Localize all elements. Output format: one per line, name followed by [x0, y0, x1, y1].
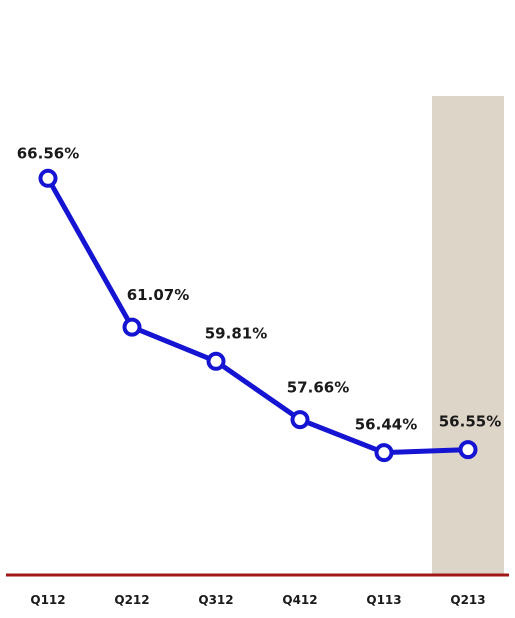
data-point-q212	[122, 317, 142, 337]
data-point-q412	[290, 410, 310, 430]
marker-layer	[38, 168, 478, 463]
series-line-layer	[45, 175, 471, 456]
data-label-q212: 61.07%	[127, 286, 189, 304]
data-label-q113: 56.44%	[355, 416, 417, 434]
x-axis-baseline	[6, 573, 509, 577]
x-tick-label-q212: Q212	[114, 593, 149, 607]
data-label-q112: 66.56%	[17, 144, 79, 162]
x-tick-label-q312: Q312	[198, 593, 233, 607]
x-tick-label-q412: Q412	[282, 593, 317, 607]
data-label-layer: 66.56% 61.07% 59.81% 57.66% 56.44% 56.55%	[17, 144, 501, 433]
data-label-q312: 59.81%	[205, 324, 267, 342]
data-point-q112	[38, 168, 58, 188]
highlight-band-q213	[432, 96, 504, 575]
x-tick-label-q213: Q213	[450, 593, 485, 607]
data-point-q213	[458, 440, 478, 460]
series-line	[45, 175, 471, 456]
x-tick-layer: Q112 Q212 Q312 Q412 Q113 Q213	[30, 593, 485, 607]
x-tick-label-q112: Q112	[30, 593, 65, 607]
x-tick-label-q113: Q113	[366, 593, 401, 607]
data-label-q412: 57.66%	[287, 379, 349, 397]
data-point-q113	[374, 443, 394, 463]
data-point-q312	[206, 351, 226, 371]
baseline-layer	[6, 573, 509, 577]
highlight-band-layer	[432, 96, 504, 575]
data-label-q213: 56.55%	[439, 413, 501, 431]
